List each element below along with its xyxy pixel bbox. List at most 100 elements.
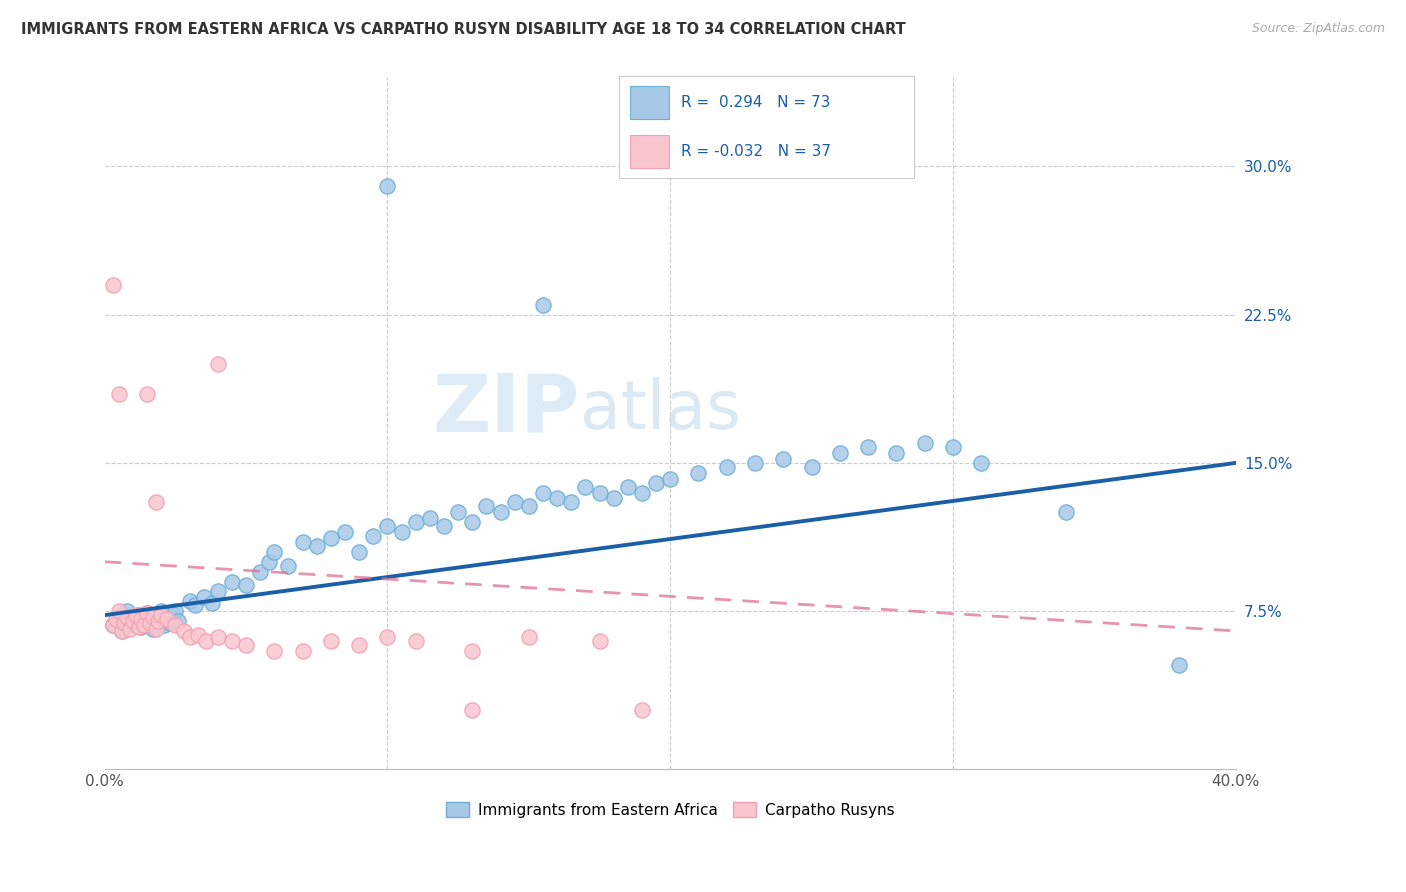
Point [277, 558, 299, 573]
Point [148, 610, 170, 624]
Point [263, 545, 285, 559]
Point [447, 505, 470, 519]
Text: R = -0.032   N = 37: R = -0.032 N = 37 [681, 145, 831, 160]
Point [101, 278, 124, 293]
Point [433, 519, 456, 533]
Point [546, 491, 568, 506]
Point [165, 604, 187, 618]
Point [187, 628, 209, 642]
Point [560, 495, 582, 509]
Point [263, 643, 285, 657]
Point [475, 500, 498, 514]
Point [503, 495, 526, 509]
Point [150, 608, 173, 623]
Point [602, 491, 624, 506]
Point [645, 475, 668, 490]
Point [145, 614, 167, 628]
Point [257, 555, 280, 569]
Point [305, 539, 328, 553]
Point [136, 606, 159, 620]
Point [125, 608, 148, 623]
Point [291, 643, 314, 657]
Point [108, 386, 131, 401]
Point [291, 535, 314, 549]
Point [574, 480, 596, 494]
Point [319, 531, 342, 545]
Point [159, 615, 181, 630]
Text: ZIP: ZIP [433, 370, 579, 449]
Point [117, 610, 139, 624]
Point [131, 612, 153, 626]
Point [405, 515, 427, 529]
Point [659, 472, 682, 486]
Point [145, 495, 167, 509]
Point [114, 614, 136, 628]
Point [167, 614, 190, 628]
Point [195, 633, 218, 648]
Point [461, 515, 484, 529]
Point [249, 565, 271, 579]
Point [207, 357, 229, 371]
Point [886, 446, 908, 460]
Point [136, 606, 159, 620]
Text: Source: ZipAtlas.com: Source: ZipAtlas.com [1251, 22, 1385, 36]
Point [150, 604, 173, 618]
Point [120, 622, 142, 636]
Point [1054, 505, 1077, 519]
Point [531, 298, 554, 312]
Point [617, 480, 640, 494]
Point [120, 618, 142, 632]
Point [377, 630, 399, 644]
Point [125, 615, 148, 630]
Point [139, 615, 162, 630]
Text: R =  0.294   N = 73: R = 0.294 N = 73 [681, 95, 830, 110]
FancyBboxPatch shape [630, 136, 669, 168]
Point [744, 456, 766, 470]
Point [970, 456, 993, 470]
Point [165, 618, 187, 632]
Point [363, 529, 385, 543]
Point [333, 525, 356, 540]
Point [139, 615, 162, 630]
Point [117, 604, 139, 618]
Point [111, 624, 134, 638]
Point [716, 459, 738, 474]
Point [405, 633, 427, 648]
Point [128, 608, 150, 623]
Point [914, 436, 936, 450]
Point [235, 638, 257, 652]
Text: atlas: atlas [579, 376, 741, 442]
Point [148, 614, 170, 628]
Point [184, 599, 207, 613]
Point [461, 643, 484, 657]
Point [122, 610, 145, 624]
Point [856, 440, 879, 454]
Point [111, 624, 134, 638]
Point [108, 604, 131, 618]
Legend: Immigrants from Eastern Africa, Carpatho Rusyns: Immigrants from Eastern Africa, Carpatho… [440, 796, 901, 824]
Point [588, 633, 610, 648]
Point [153, 618, 176, 632]
Point [156, 612, 179, 626]
Point [377, 179, 399, 194]
Point [531, 485, 554, 500]
Point [391, 525, 413, 540]
Point [179, 630, 201, 644]
Point [517, 500, 540, 514]
Point [131, 620, 153, 634]
Point [134, 612, 156, 626]
Point [772, 452, 794, 467]
FancyBboxPatch shape [619, 76, 914, 178]
Point [101, 618, 124, 632]
Point [134, 618, 156, 632]
Point [517, 630, 540, 644]
Point [347, 638, 370, 652]
Point [461, 703, 484, 717]
Point [688, 466, 710, 480]
Point [179, 594, 201, 608]
Point [142, 610, 165, 624]
Point [173, 624, 195, 638]
Point [128, 620, 150, 634]
Point [145, 622, 167, 636]
Point [193, 591, 215, 605]
